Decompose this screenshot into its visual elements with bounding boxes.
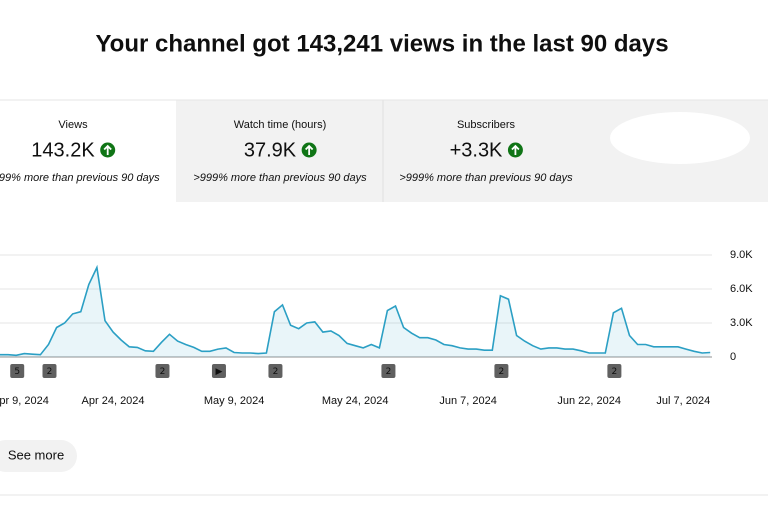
- metric-value: 37.9K: [244, 139, 297, 161]
- event-badge: [211, 364, 226, 378]
- up-arrow: [304, 144, 314, 155]
- metric-value: +3.3K: [450, 139, 503, 161]
- metric-change: >999% more than previous 90 days: [193, 172, 367, 184]
- metric-label: Subscribers: [457, 119, 516, 131]
- event-label: 2: [47, 367, 53, 377]
- event-label: 2: [499, 367, 505, 377]
- event-badge: [155, 364, 170, 378]
- event-badge: [10, 364, 25, 378]
- y-tick-label: 9.0K: [730, 249, 753, 261]
- see-more-button[interactable]: [0, 440, 77, 472]
- event-label: 2: [386, 367, 392, 377]
- up-arrow: [511, 144, 520, 155]
- plot: 0 3.0K 6.0K 9.0K Apr 9, 2024 Apr 24, 2024 May …: [0, 249, 753, 407]
- blurred-card: [610, 112, 750, 164]
- x-tick-label: Apr 24, 2024: [82, 395, 145, 407]
- event-badge: [381, 364, 396, 378]
- x-tick-label: Jun 22, 2024: [557, 395, 621, 407]
- event-label: ▶: [215, 367, 222, 377]
- event-badge: [607, 364, 622, 378]
- metric-label: Views: [58, 119, 88, 131]
- x-tick-label: Jul 7, 2024: [656, 395, 710, 407]
- area: [0, 267, 711, 357]
- y-tick-label: 3.0K: [730, 317, 753, 329]
- x-tick-label: Apr 9, 2024: [0, 395, 49, 407]
- event-badge: [494, 364, 509, 378]
- y-tick-label: 6.0K: [730, 283, 753, 295]
- page-title: Your channel got 143,241 views in the la…: [95, 30, 668, 57]
- event-badge: [42, 364, 57, 378]
- x-tick-label: Jun 7, 2024: [439, 395, 497, 407]
- event-label: 2: [612, 367, 618, 377]
- y-tick-label: 0: [730, 351, 736, 363]
- see-more-label[interactable]: See more: [8, 447, 64, 462]
- event-label: 2: [273, 367, 279, 377]
- up-arrow: [103, 144, 112, 155]
- event-label: 5: [14, 367, 20, 377]
- line: [0, 264, 711, 357]
- event-badge: [268, 364, 283, 378]
- event-label: 2: [160, 367, 166, 377]
- metric-change: >999% more than previous 90 days: [399, 172, 573, 184]
- metric-label: Watch time (hours): [234, 119, 327, 131]
- metric-change: >999% more than previous 90 days: [0, 172, 160, 184]
- x-tick-label: May 9, 2024: [204, 395, 265, 407]
- metric-value: 143.2K: [31, 139, 95, 161]
- x-tick-label: May 24, 2024: [322, 395, 389, 407]
